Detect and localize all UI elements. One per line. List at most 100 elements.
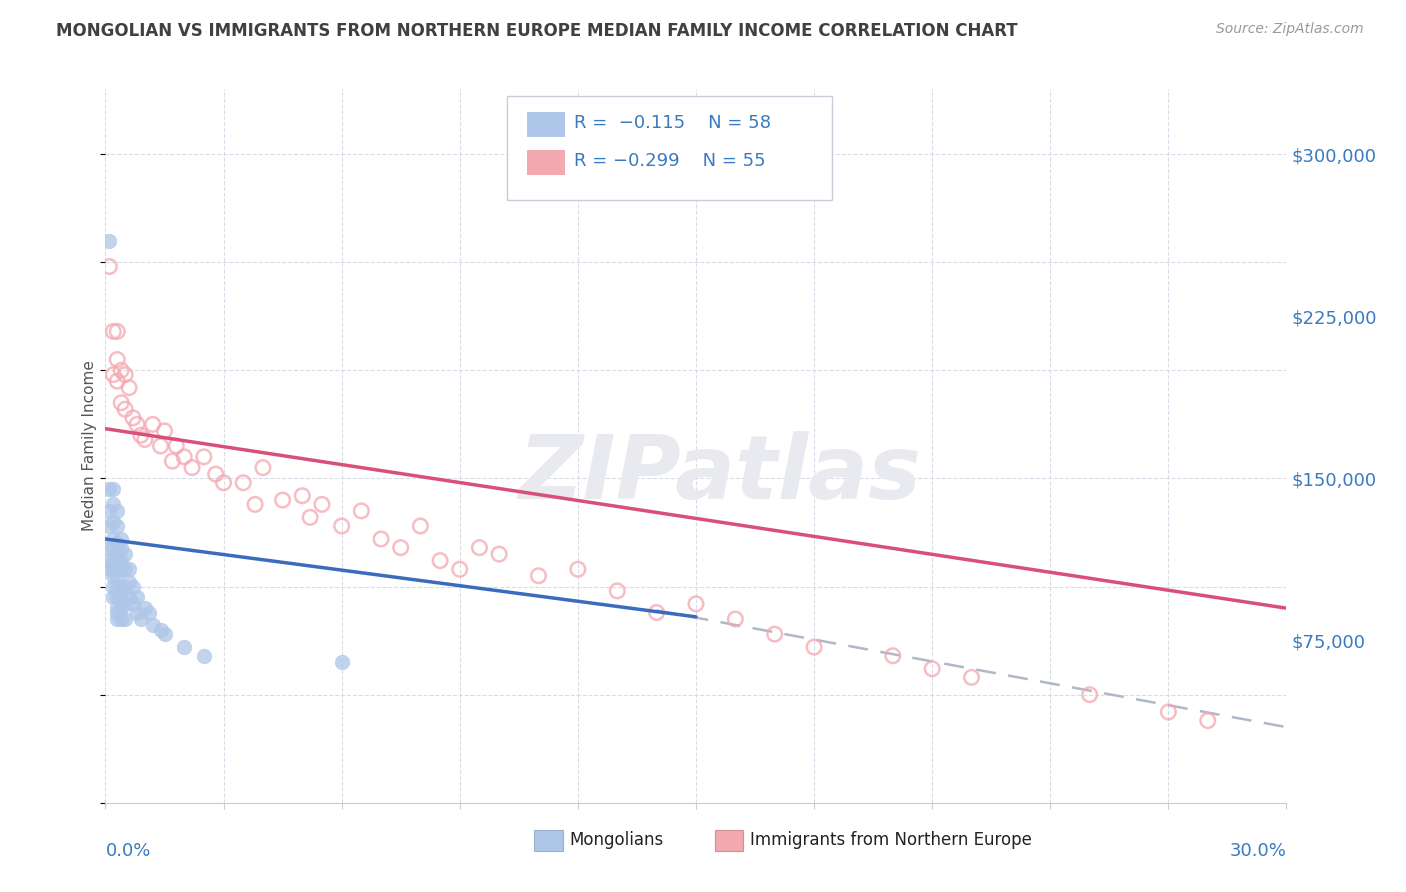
Point [103, 568, 125, 582]
Point [243, 497, 266, 511]
Point [645, 606, 668, 620]
Point [527, 568, 550, 582]
Text: 30.0%: 30.0% [1230, 842, 1286, 860]
Point [129, 612, 152, 626]
Point [122, 597, 145, 611]
Point [114, 580, 136, 594]
Point [724, 612, 747, 626]
Point [165, 439, 187, 453]
Point [103, 482, 125, 496]
Y-axis label: Median Family Income: Median Family Income [82, 360, 97, 532]
Point [330, 519, 353, 533]
Point [882, 648, 904, 663]
Point [110, 591, 132, 605]
Point [125, 606, 148, 620]
Point [103, 553, 125, 567]
Point [105, 325, 128, 339]
Point [110, 532, 132, 546]
Point [110, 363, 132, 377]
Point [105, 568, 128, 582]
Point [153, 424, 176, 438]
Point [311, 497, 333, 511]
FancyBboxPatch shape [508, 96, 832, 200]
Bar [527, 112, 565, 137]
Bar [714, 830, 744, 851]
Point [271, 493, 294, 508]
Point [468, 541, 491, 555]
Point [449, 562, 471, 576]
Point [173, 450, 195, 464]
Point [149, 439, 172, 453]
Point [105, 553, 128, 567]
Point [98, 260, 121, 274]
Point [118, 562, 141, 576]
Point [1157, 705, 1180, 719]
Point [114, 368, 136, 382]
Point [118, 591, 141, 605]
Point [134, 433, 156, 447]
Point [105, 601, 128, 615]
Text: R = −0.299    N = 55: R = −0.299 N = 55 [574, 153, 766, 170]
Point [960, 670, 983, 684]
Point [149, 623, 172, 637]
Point [98, 562, 121, 576]
Point [330, 655, 353, 669]
Point [193, 450, 215, 464]
Point [122, 580, 145, 594]
Point [105, 504, 128, 518]
Point [129, 428, 152, 442]
Bar [527, 150, 565, 175]
Point [291, 489, 314, 503]
Point [110, 553, 132, 567]
Point [162, 454, 184, 468]
Text: Source: ZipAtlas.com: Source: ZipAtlas.com [1216, 22, 1364, 37]
Point [98, 504, 121, 518]
Point [98, 482, 121, 496]
Point [105, 606, 128, 620]
Point [125, 591, 148, 605]
Text: Mongolians: Mongolians [569, 831, 664, 849]
Text: Immigrants from Northern Europe: Immigrants from Northern Europe [751, 831, 1032, 849]
Point [103, 562, 125, 576]
Point [114, 562, 136, 576]
Point [105, 519, 128, 533]
Text: R =  −0.115    N = 58: R = −0.115 N = 58 [574, 114, 772, 132]
Point [921, 662, 943, 676]
Point [114, 612, 136, 626]
Point [409, 519, 432, 533]
Point [252, 460, 274, 475]
Point [389, 541, 412, 555]
Point [299, 510, 322, 524]
Point [125, 417, 148, 432]
Point [105, 547, 128, 561]
Point [105, 536, 128, 550]
Point [110, 580, 132, 594]
Point [110, 396, 132, 410]
Point [110, 612, 132, 626]
Point [118, 381, 141, 395]
Point [103, 541, 125, 555]
Point [110, 562, 132, 576]
Point [114, 597, 136, 611]
Point [114, 402, 136, 417]
Point [134, 601, 156, 615]
Bar [534, 830, 562, 851]
Point [105, 612, 128, 626]
Point [1197, 714, 1219, 728]
Point [105, 591, 128, 605]
Point [103, 580, 125, 594]
Point [606, 583, 628, 598]
Point [685, 597, 707, 611]
Point [98, 553, 121, 567]
Point [193, 648, 215, 663]
Point [98, 541, 121, 555]
Point [98, 234, 121, 248]
Point [1078, 688, 1101, 702]
Point [122, 410, 145, 425]
Text: ZIPatlas: ZIPatlas [517, 431, 921, 518]
Point [105, 374, 128, 388]
Point [103, 325, 125, 339]
Point [567, 562, 589, 576]
Point [173, 640, 195, 654]
Point [103, 532, 125, 546]
